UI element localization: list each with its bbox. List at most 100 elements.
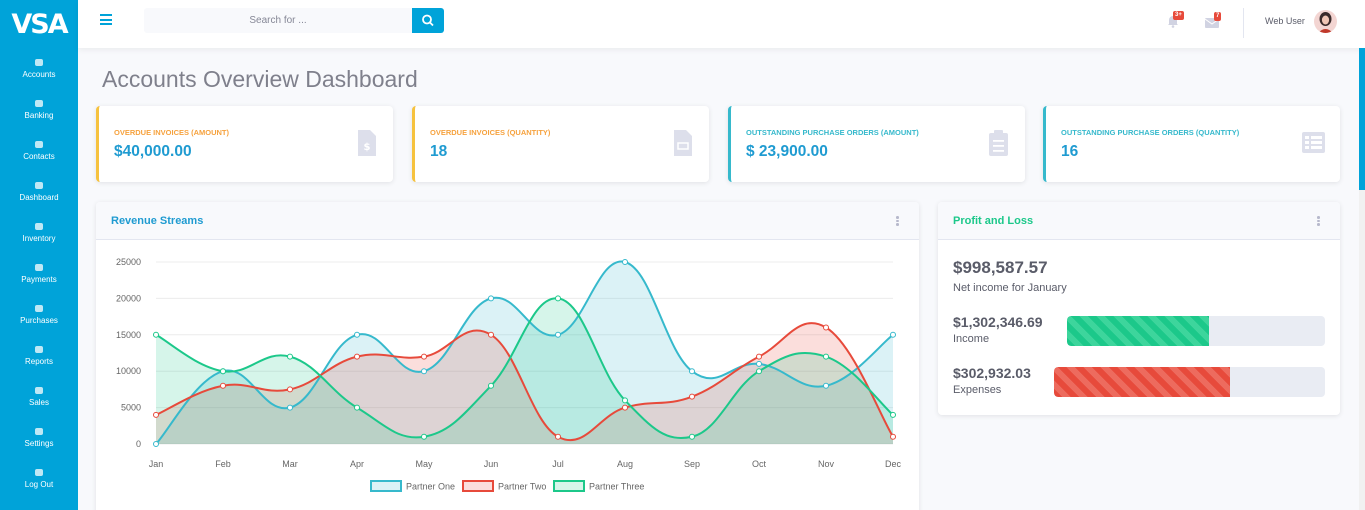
user-avatar[interactable]: [1314, 10, 1337, 33]
data-point-partner-two: [756, 353, 762, 360]
stat-label: Outstanding Purchase Orders (Amount): [746, 128, 919, 137]
revenue-streams-panel: Revenue Streams 0 5000 10000 15000 20000 2500…: [96, 202, 919, 510]
sidebar-item-inventory[interactable]: Inventory: [0, 222, 78, 263]
x-tick-label: Mar: [282, 459, 298, 469]
sidebar-item-dashboard[interactable]: Dashboard: [0, 181, 78, 222]
clipboard-list-icon: [989, 130, 1008, 156]
series-area-partner-one: [156, 261, 893, 444]
sidebar-item-payments[interactable]: Payments: [0, 263, 78, 304]
search-input[interactable]: [144, 8, 412, 33]
sidebar-item-label: Sales: [28, 398, 49, 407]
series-area-partner-three: [156, 298, 893, 444]
phone-icon: [35, 141, 43, 148]
expenses-label: Expenses: [953, 384, 1002, 396]
data-point-partner-two: [421, 353, 427, 360]
search-button[interactable]: [412, 8, 444, 33]
y-tick-label: 5000: [121, 403, 141, 413]
sidebar-item-label: Payments: [21, 275, 57, 284]
page-scrollbar-thumb[interactable]: [1359, 48, 1365, 190]
sidebar-item-banking[interactable]: Banking: [0, 99, 78, 140]
logout-icon: [35, 469, 43, 476]
series-area-partner-two: [156, 323, 893, 444]
y-tick-label: 15000: [116, 330, 141, 340]
data-point-partner-one: [354, 331, 360, 338]
sidebar-item-label: Purchases: [20, 316, 58, 325]
data-point-partner-three: [689, 433, 695, 440]
sidebar-item-log-out[interactable]: Log Out: [0, 468, 78, 509]
legend-label-partner-one: Partner One: [406, 482, 455, 492]
messages-badge: 7: [1214, 12, 1222, 21]
x-tick-label: Jul: [552, 459, 564, 469]
sidebar-item-reports[interactable]: Reports: [0, 345, 78, 386]
panel-header: Revenue Streams: [96, 202, 919, 240]
list-icon: [1302, 132, 1325, 153]
legend-swatch-partner-two: [462, 480, 494, 492]
income-bar-fill: [1067, 316, 1210, 346]
y-tick-label: 10000: [116, 366, 141, 376]
sidebar-item-contacts[interactable]: Contacts: [0, 140, 78, 181]
page-title: Accounts Overview Dashboard: [102, 66, 418, 92]
x-tick-label: Feb: [215, 459, 231, 469]
invoice-dollar-icon: $: [358, 130, 376, 156]
expenses-bar-fill: [1054, 367, 1230, 397]
expenses-bar: [1054, 367, 1325, 397]
menu-toggle-icon[interactable]: [100, 14, 112, 26]
chart-icon: [35, 346, 43, 353]
messages-envelope-icon[interactable]: 7: [1204, 12, 1222, 28]
page-scrollbar-track[interactable]: [1359, 48, 1365, 510]
x-tick-label: Nov: [818, 459, 835, 469]
alerts-bell-icon[interactable]: 3+: [1166, 11, 1184, 28]
brand-logo[interactable]: VSA: [0, 0, 78, 48]
user-name[interactable]: Web User: [1265, 16, 1305, 26]
stat-value: $ 23,900.00: [746, 143, 828, 160]
stat-label: Overdue Invoices (Quantity): [430, 128, 551, 137]
stat-value: 18: [430, 143, 448, 160]
x-tick-label: Dec: [885, 459, 902, 469]
data-point-partner-one: [153, 441, 159, 447]
stat-card-overdue-amount[interactable]: Overdue Invoices (Amount) $40,000.00 $: [96, 106, 393, 182]
data-point-partner-one: [555, 331, 561, 338]
svg-text:$: $: [364, 142, 371, 153]
x-tick-label: Apr: [350, 459, 364, 469]
data-point-partner-one: [689, 368, 695, 375]
data-point-partner-three: [555, 295, 561, 302]
data-point-partner-two: [890, 433, 896, 440]
sidebar-item-purchases[interactable]: Purchases: [0, 304, 78, 345]
sidebar-item-label: Banking: [24, 111, 54, 120]
panel-header: Profit and Loss: [938, 202, 1340, 240]
sidebar-item-label: Reports: [24, 357, 53, 366]
stat-value: 16: [1061, 143, 1079, 160]
more-options-icon[interactable]: [1317, 216, 1320, 226]
stat-card-po-amount[interactable]: Outstanding Purchase Orders (Amount) $ 2…: [728, 106, 1025, 182]
sidebar-item-label: Contacts: [23, 152, 55, 161]
sidebar-item-label: Log Out: [24, 480, 54, 489]
expenses-amount: $302,932.03: [953, 365, 1031, 381]
sidebar-item-accounts[interactable]: Accounts: [0, 58, 78, 99]
data-point-partner-two: [220, 382, 226, 389]
data-point-partner-three: [756, 368, 762, 375]
data-point-partner-one: [890, 331, 896, 338]
data-point-partner-three: [823, 353, 829, 360]
data-point-partner-three: [220, 368, 226, 375]
x-tick-label: Jan: [149, 459, 164, 469]
data-point-partner-two: [287, 386, 293, 393]
net-income-amount: $998,587.57: [953, 258, 1048, 277]
data-point-partner-one: [622, 259, 628, 265]
gauge-icon: [35, 182, 43, 189]
x-tick-label: Sep: [684, 459, 700, 469]
sidebar-item-label: Settings: [24, 439, 54, 448]
stat-card-overdue-quantity[interactable]: Overdue Invoices (Quantity) 18: [412, 106, 709, 182]
data-point-partner-three: [890, 411, 896, 418]
card-icon: [35, 387, 43, 394]
net-income-label: Net income for January: [953, 282, 1067, 294]
stat-card-po-quantity[interactable]: Outstanding Purchase Orders (Quantity) 1…: [1043, 106, 1340, 182]
data-point-partner-three: [153, 331, 159, 338]
sidebar-item-settings[interactable]: Settings: [0, 427, 78, 468]
x-tick-label: Jun: [484, 459, 499, 469]
profit-loss-panel: Profit and Loss $998,587.57 Net income f…: [938, 202, 1340, 415]
data-point-partner-three: [622, 397, 628, 404]
income-amount: $1,302,346.69: [953, 314, 1043, 330]
legend-swatch-partner-three: [553, 480, 585, 492]
more-options-icon[interactable]: [896, 216, 899, 226]
sidebar-item-sales[interactable]: Sales: [0, 386, 78, 427]
